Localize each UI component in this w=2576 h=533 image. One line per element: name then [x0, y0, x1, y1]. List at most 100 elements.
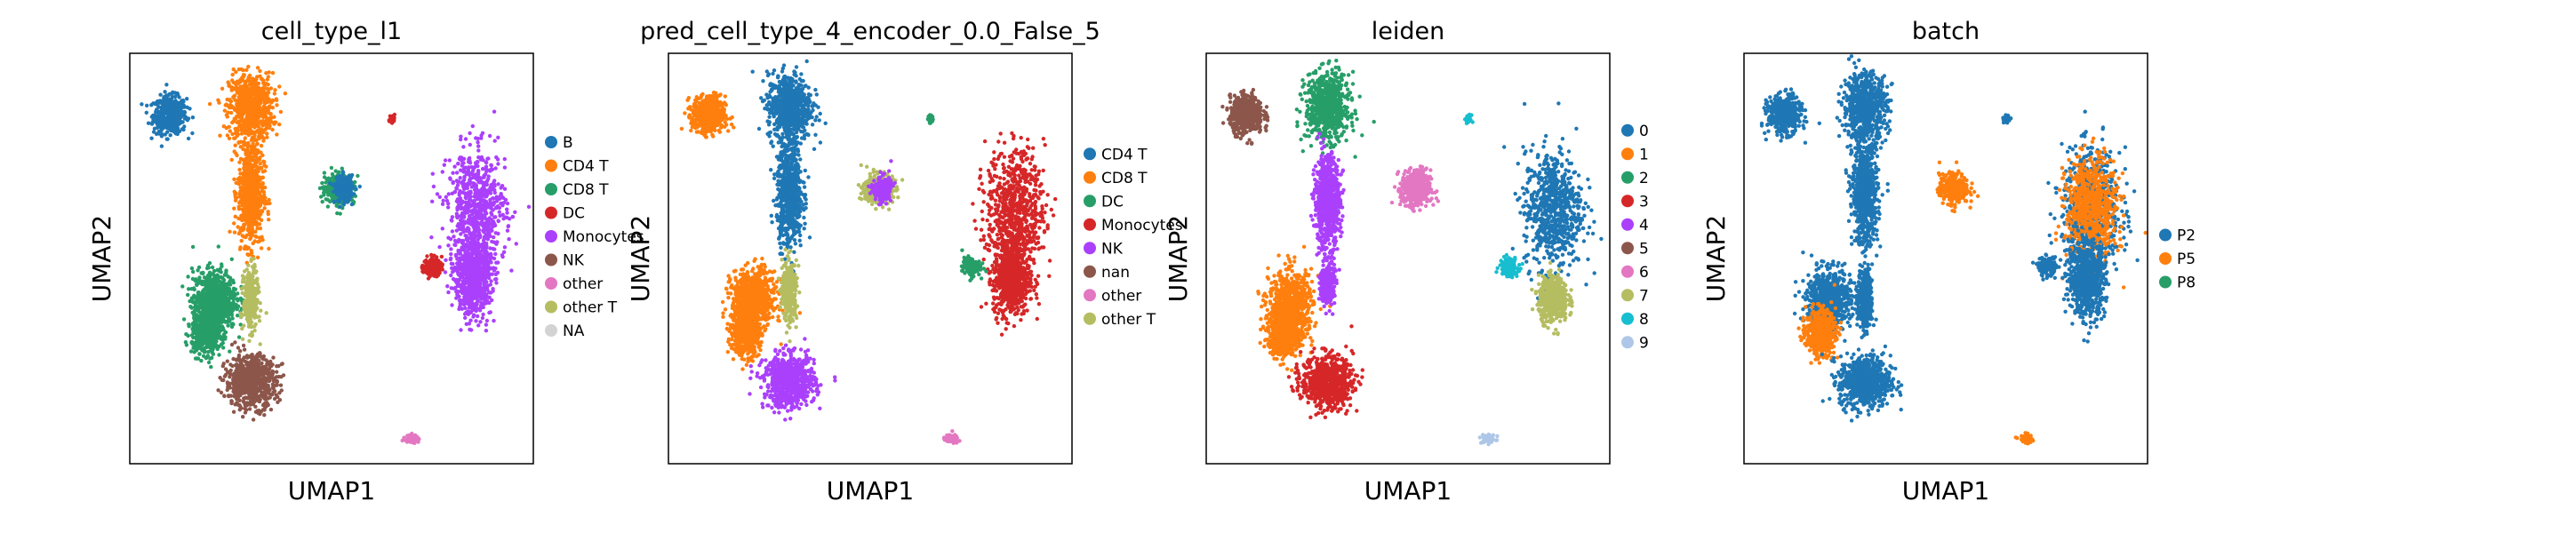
cluster-NK	[216, 340, 286, 422]
scatter-point	[234, 99, 238, 103]
scatter-point	[338, 211, 342, 216]
scatter-point	[255, 282, 260, 287]
scatter-point	[225, 359, 229, 363]
scatter-point	[454, 171, 460, 175]
scatter-point	[252, 86, 256, 91]
scatter-point	[251, 141, 255, 146]
scatter-point	[320, 180, 324, 186]
scatter-point	[168, 108, 172, 113]
scatter-point	[242, 110, 246, 115]
scatter-point	[191, 300, 196, 305]
scatter-point	[241, 147, 245, 152]
scatter-point	[248, 379, 253, 384]
scatter-point	[340, 166, 344, 171]
scatter-point	[331, 189, 336, 194]
scatter-point	[160, 132, 164, 137]
scatter-point	[238, 245, 243, 250]
scatter-point	[224, 113, 229, 117]
scatter-point	[210, 300, 215, 305]
scatter-point	[232, 230, 237, 235]
scatter-point	[233, 198, 238, 203]
scatter-point	[201, 329, 205, 333]
scatter-point	[236, 121, 242, 125]
scatter-point	[234, 394, 238, 399]
scatter-point	[217, 317, 221, 322]
scatter-point	[254, 269, 259, 274]
scatter-point	[234, 180, 238, 186]
scatter-point	[253, 188, 258, 194]
scatter-point	[239, 126, 244, 131]
scatter-point	[249, 147, 254, 151]
scatter-point	[200, 302, 205, 306]
scatter-point	[186, 136, 191, 141]
scatter-point	[240, 234, 244, 238]
scatter-point	[196, 278, 201, 283]
scatter-point	[172, 129, 176, 133]
scatter-point	[244, 307, 248, 312]
scatter-point	[261, 402, 266, 407]
scatter-point	[256, 123, 260, 128]
scatter-point	[240, 337, 245, 341]
scatter-point	[208, 356, 212, 361]
scatter-point	[229, 257, 234, 261]
scatter-point	[335, 178, 340, 182]
scatter-point	[255, 118, 260, 123]
scatter-point	[340, 173, 345, 178]
scatter-point	[257, 319, 262, 323]
cluster-CD8 T	[183, 293, 232, 370]
scatter-point	[341, 203, 346, 207]
scatter-point	[209, 323, 214, 328]
scatter-point	[333, 181, 338, 187]
scatter-point	[244, 361, 249, 366]
scatter-point	[267, 197, 271, 203]
scatter-point	[205, 290, 210, 296]
scatter-point	[247, 99, 252, 103]
scatter-point	[505, 228, 510, 233]
scatter-point	[242, 179, 246, 183]
scatter-point	[245, 167, 250, 171]
scatter-point	[174, 113, 179, 117]
scatter-point	[229, 310, 234, 315]
scatter-point	[235, 86, 240, 91]
scatter-point	[163, 99, 167, 103]
scatter-point	[255, 157, 260, 162]
scatter-point	[238, 372, 243, 377]
scatter-point	[256, 85, 260, 90]
scatter-point	[180, 284, 185, 289]
scatter-point	[156, 102, 160, 107]
scatter-point	[244, 385, 250, 389]
scatter-point	[268, 117, 272, 123]
scatter-point	[266, 108, 270, 113]
scatter-point	[254, 386, 259, 390]
scatter-point	[257, 136, 261, 140]
scatter-point	[238, 366, 244, 371]
scatter-point	[206, 266, 211, 270]
scatter-point	[242, 91, 246, 95]
scatter-point	[264, 123, 268, 127]
scatter-point	[270, 98, 275, 103]
scatter-point	[216, 98, 220, 102]
scatter-point	[209, 364, 213, 370]
scatter-point	[254, 354, 259, 358]
scatter-point	[244, 377, 249, 382]
scatter-point	[246, 270, 252, 275]
scatter-point	[197, 275, 202, 280]
scatter-point	[252, 192, 257, 196]
scatter-point	[199, 271, 204, 275]
scatter-point	[172, 94, 178, 99]
scatter-point	[176, 106, 180, 110]
scatter-point	[241, 357, 245, 362]
scatter-point	[240, 326, 244, 331]
scatter-point	[245, 252, 250, 257]
scatter-point	[204, 330, 209, 335]
scatter-point	[180, 105, 186, 109]
scatter-point	[227, 382, 231, 387]
scatter-point	[283, 91, 288, 96]
scatter-point	[247, 407, 252, 411]
scatter-point	[254, 370, 260, 374]
scatter-point	[250, 201, 254, 206]
scatter-point	[230, 316, 235, 321]
scatter-point	[195, 346, 199, 350]
scatter-point	[241, 343, 246, 348]
scatter-point	[202, 336, 206, 340]
